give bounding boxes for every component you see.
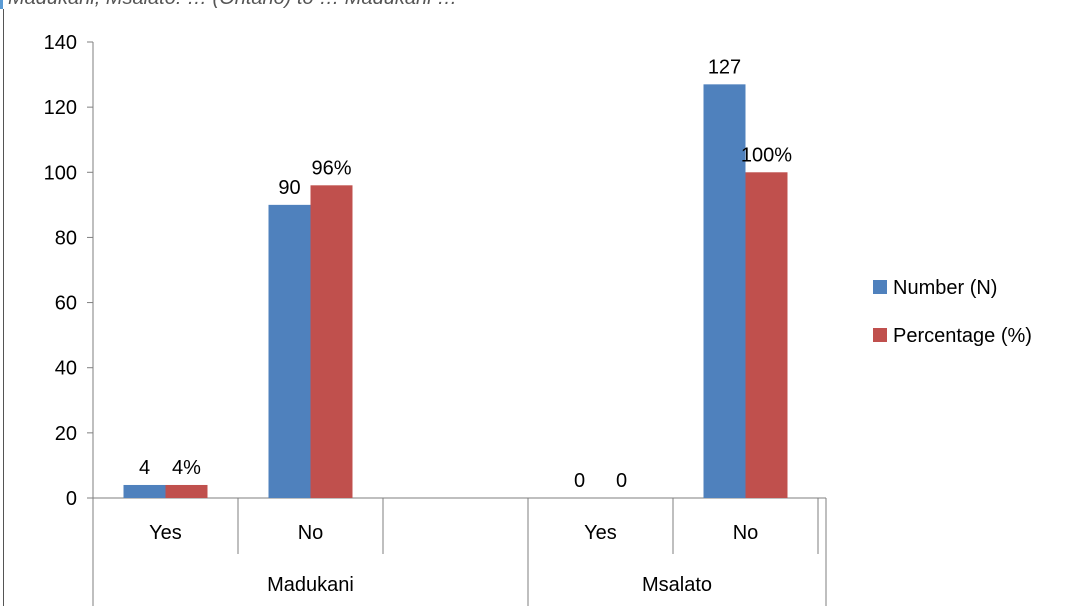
data-label: 100% — [741, 144, 792, 166]
bar-percentage — [165, 484, 208, 498]
x-group-label: Msalato — [642, 574, 712, 596]
top-strip: Madukani, Msalato: … (Ontario) to … Madu… — [0, 0, 1078, 9]
x-category-label: Yes — [149, 522, 182, 544]
bar-number — [123, 484, 166, 498]
y-tick-label: 120 — [44, 97, 77, 119]
y-tick-label: 140 — [44, 32, 77, 54]
data-label: 0 — [616, 470, 627, 492]
data-label: 90 — [278, 177, 300, 199]
legend-swatch — [873, 328, 887, 342]
x-category-label: No — [298, 522, 324, 544]
data-label: 127 — [708, 56, 741, 78]
bar-number — [703, 84, 746, 498]
data-label: 4% — [172, 457, 201, 479]
y-tick-label: 40 — [55, 358, 77, 380]
bar-percentage — [745, 172, 788, 499]
legend-label: Percentage (%) — [893, 325, 1032, 347]
y-tick-label: 20 — [55, 423, 77, 445]
bar-percentage — [310, 185, 353, 499]
x-category-label: No — [733, 522, 759, 544]
x-category-label: Yes — [584, 522, 617, 544]
header-caption: Madukani, Msalato: … (Ontario) to … Madu… — [8, 0, 457, 9]
y-tick-label: 0 — [66, 488, 77, 510]
x-group-label: Madukani — [267, 574, 354, 596]
y-tick-label: 60 — [55, 293, 77, 315]
frame-border — [3, 9, 4, 606]
legend-label: Number (N) — [893, 277, 997, 299]
legend-swatch — [873, 280, 887, 294]
y-tick-label: 100 — [44, 162, 77, 184]
data-label: 96% — [311, 157, 351, 179]
y-tick-label: 80 — [55, 227, 77, 249]
chart-frame: 0 20 40 60 80 100 120 140 Yes No Yes No Madukani Msal… — [3, 9, 1078, 606]
data-label: 4 — [139, 457, 150, 479]
bar-number — [268, 204, 311, 498]
data-label: 0 — [574, 470, 585, 492]
accent-bar — [0, 0, 3, 9]
